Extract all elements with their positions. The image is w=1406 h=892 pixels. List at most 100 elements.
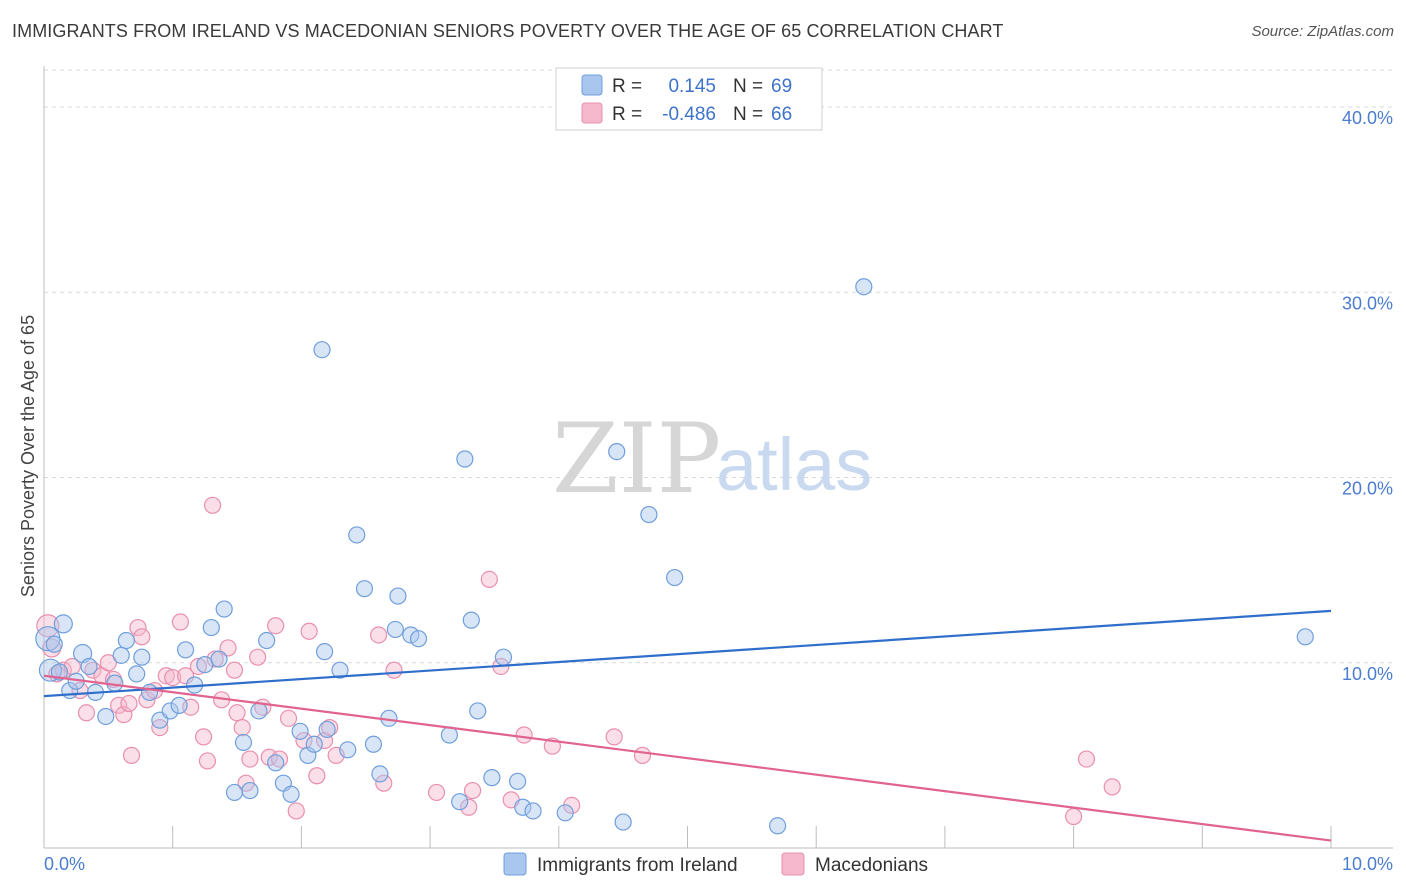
watermark-zip: ZIP [552,403,721,515]
scatter-point [50,663,69,681]
scatter-point [427,783,446,802]
scatter-point [451,793,469,811]
y-axis-title: Seniors Poverty Over the Age of 65 [18,315,38,597]
legend-macedonians-swatch[interactable] [781,852,805,876]
stats-pink-n-label: N = [733,104,763,125]
scatter-point [250,702,268,720]
scatter-point [258,631,276,650]
scatter-point [206,650,224,668]
scatter-point [129,618,147,637]
scatter-point [225,783,244,802]
x-tick-label-max: 10.0% [1342,854,1393,874]
scatter-point [480,570,498,589]
x-tick-label-min: 0.0% [44,854,85,874]
scatter-point [171,613,190,631]
ireland-trend-line [43,609,1332,698]
gridlines [44,69,1393,664]
scatter-point [331,661,349,679]
macedonians-trend-line [43,674,1332,842]
scatter-point [45,635,63,653]
scatter-point [514,798,532,816]
scatter-point [117,631,135,650]
scatter-point [494,648,513,666]
chart-title: IMMIGRANTS FROM IRELAND VS MACEDONIAN SE… [12,21,1004,41]
scatter-point [409,630,428,648]
scatter-point [524,802,542,820]
scatter-point [133,648,151,666]
scatter-point [164,668,182,687]
scatter-point [389,587,407,605]
stats-blue-swatch [581,74,603,96]
scatter-point [99,654,117,672]
scatter-point [633,746,652,764]
scatter-point [315,731,334,750]
scatter-point [122,746,141,764]
scatter-point [348,526,366,544]
scatter-point [768,817,787,835]
axes [43,66,1393,849]
scatter-point [515,726,533,744]
scatter-point [241,750,259,768]
scatter-point [463,781,482,800]
scatter-point [233,718,251,737]
stats-blue-n-label: N = [733,76,763,97]
scatter-point [241,781,259,800]
scatter-point [189,657,208,676]
scatter-point [1077,750,1096,768]
stats-blue-n-value: 69 [771,76,792,97]
stats-pink-n-value: 66 [771,104,792,125]
legend-macedonians-label[interactable]: Macedonians [815,855,928,876]
scatter-point [305,735,323,753]
scatter-point [133,628,151,646]
stats-blue-r-label: R = [612,76,642,97]
scatter-point [614,813,632,831]
scatter-point [483,769,501,787]
scatter-point [640,505,658,524]
scatter-point [267,617,285,635]
scatter-point [855,278,873,296]
stats-legend: R = 0.145 N = 69 R = -0.486 N = 66 [555,67,823,131]
scatter-point [53,614,73,634]
scatter-point [291,722,309,740]
scatter-point [355,580,374,598]
scatter-point [161,702,179,720]
scatter-point [279,709,298,727]
scatter-point [215,600,233,618]
y-tick-label: 30.0% [1342,293,1393,313]
scatter-point [282,785,300,803]
scatter-point [234,733,253,752]
y-tick-label: 10.0% [1342,664,1393,684]
legend-ireland-label[interactable]: Immigrants from Ireland [537,855,738,876]
series-legend: Immigrants from Ireland Macedonians [503,852,928,876]
scatter-point [509,772,527,790]
scatter-point [469,702,487,720]
scatter-point [170,696,188,714]
scatter-point [386,620,404,639]
scatter-point [176,667,195,685]
legend-ireland-swatch[interactable] [503,852,527,876]
scatter-point [219,639,237,657]
stats-pink-r-label: R = [612,104,642,125]
y-tick-label: 40.0% [1342,108,1393,128]
scatter-point [318,720,336,739]
scatter-point [267,754,285,772]
scatter-point [364,735,383,753]
scatter-point [370,626,388,644]
scatter-point [339,741,357,759]
scatter-point [375,774,393,792]
scatter-point [115,706,133,724]
scatter-point [462,611,480,629]
scatter-point [608,442,626,461]
scatter-point [371,765,389,783]
scatter-point [112,646,130,664]
macedonians-points [36,496,1121,826]
scatter-point [313,341,331,359]
scatter-point [287,802,305,820]
scatter-point [140,683,159,702]
watermark-atlas: atlas [716,423,872,506]
scatter-point [120,694,138,713]
scatter-point [80,657,98,676]
scatter-point [97,707,115,726]
scatter-point [321,718,339,737]
scatter-point [225,661,244,679]
